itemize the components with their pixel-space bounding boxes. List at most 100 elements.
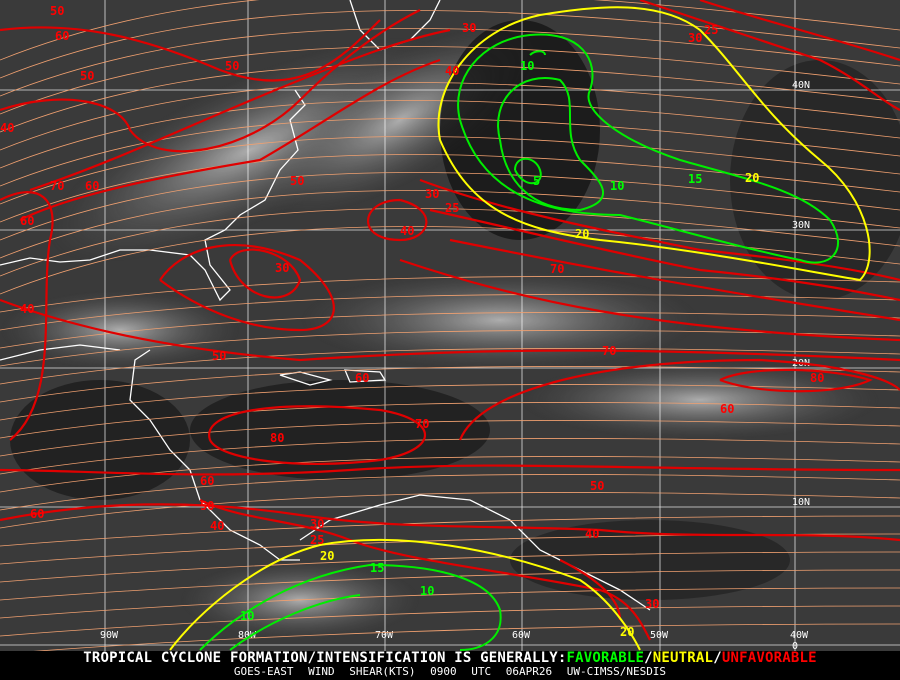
lon-label: 50W [650, 630, 669, 641]
streamline [0, 154, 900, 223]
streamline [0, 438, 900, 475]
lat-label: 0 [792, 641, 798, 651]
red-contour-label: 60 [355, 371, 369, 385]
legend-neutral: NEUTRAL [652, 650, 714, 666]
streamline [0, 82, 900, 151]
lat-lon-grid [0, 0, 900, 651]
red-contour-label: 40 [445, 64, 459, 78]
streamline [0, 402, 900, 439]
red-contours [0, 0, 900, 641]
yellow-contour-label: 20 [575, 227, 589, 241]
red-contour-label: 50 [290, 174, 304, 188]
streamline [0, 100, 900, 169]
red-contour-label: 50 [590, 479, 604, 493]
yellow-contours [169, 6, 871, 651]
map-canvas: 90W 80W 70W 60W 50W 40W 40N 30N 20N 10N … [0, 0, 900, 651]
green-contour-label: 10 [420, 584, 434, 598]
red-contour-label: 30 [310, 517, 324, 531]
streamline [0, 276, 900, 313]
headline: TROPICAL CYCLONE FORMATION/INTENSIFICATI… [0, 651, 900, 666]
legend-favorable: FAVORABLE [566, 650, 645, 666]
streamline [0, 28, 900, 97]
green-contour-label: 10 [610, 179, 624, 193]
red-contour-label: 70 [602, 344, 616, 358]
red-contour-label: 25 [310, 533, 324, 547]
green-contours [199, 33, 840, 651]
green-contour-label: 15 [688, 172, 702, 186]
separator: / [644, 650, 653, 666]
red-contour-label: 25 [704, 23, 718, 37]
legend-unfavorable: UNFAVORABLE [721, 650, 817, 666]
red-contour-label: 30 [275, 261, 289, 275]
red-contour-label: 30 [462, 21, 476, 35]
streamline [0, 208, 900, 277]
red-contour-label: 80 [270, 431, 284, 445]
green-contour-label: 10 [240, 609, 254, 623]
lon-label: 70W [375, 630, 394, 641]
streamline [0, 10, 900, 79]
red-contour-label: 70 [50, 179, 64, 193]
streamline [0, 474, 900, 511]
green-contour-label: 15 [370, 561, 384, 575]
red-contour-label: 40 [210, 519, 224, 533]
red-contour-label: 40 [400, 224, 414, 238]
red-contour-label: 70 [550, 262, 564, 276]
streamline [0, 46, 900, 115]
red-contour-label: 60 [200, 474, 214, 488]
red-contour-label: 50 [212, 349, 226, 363]
red-contour-label: 70 [415, 417, 429, 431]
streamline [0, 551, 900, 583]
headline-prefix: TROPICAL CYCLONE FORMATION/INTENSIFICATI… [83, 650, 567, 666]
yellow-contour-label: 20 [620, 625, 634, 639]
streamline [0, 384, 900, 421]
lon-label: 60W [512, 630, 531, 641]
product-name: GOES-EAST WIND SHEAR(KTS) [233, 665, 416, 678]
red-contour-label: 60 [720, 402, 734, 416]
streamline [0, 136, 900, 205]
red-contour-label: 30 [645, 597, 659, 611]
red-contour-label: 30 [425, 187, 439, 201]
red-contour-label: 60 [20, 214, 34, 228]
lon-label: 40W [790, 630, 809, 641]
red-contour-label: 30 [688, 31, 702, 45]
yellow-contour-label: 20 [320, 549, 334, 563]
yellow-contour-label: 20 [745, 171, 759, 185]
red-contour-label: 25 [445, 201, 459, 215]
lat-label: 30N [792, 220, 810, 231]
red-contour-label: 40 [585, 527, 599, 541]
lon-label: 80W [238, 630, 257, 641]
streamline [0, 190, 900, 259]
streamline [0, 0, 900, 61]
red-contour-label: 50 [50, 4, 64, 18]
product-info: GOES-EAST WIND SHEAR(KTS) 0900 UTC 06APR… [0, 666, 900, 678]
source: UW-CIMSS/NESDIS [566, 665, 667, 678]
red-contour-label: 40 [0, 121, 14, 135]
streamline [0, 348, 900, 385]
streamline [0, 492, 900, 529]
lat-label: 10N [792, 497, 810, 508]
streamline [0, 515, 900, 547]
separator: / [713, 650, 722, 666]
streamline [0, 226, 900, 295]
streamline [0, 456, 900, 493]
streamline [0, 420, 900, 457]
streamline [0, 330, 900, 367]
streamline [0, 172, 900, 241]
valid-date: 06APR26 [505, 665, 553, 678]
red-contour-label: 60 [30, 507, 44, 521]
streamline [0, 64, 900, 133]
red-contour-label: 50 [80, 69, 94, 83]
green-contour-label: 5 [533, 174, 540, 188]
red-contour-label: 50 [200, 499, 214, 513]
red-contour-label: 80 [810, 371, 824, 385]
red-contour-label: 50 [225, 59, 239, 73]
red-contour-label: 60 [85, 179, 99, 193]
green-contour-label: 10 [520, 59, 534, 73]
valid-time: 0900 UTC [430, 665, 492, 678]
footer-caption: TROPICAL CYCLONE FORMATION/INTENSIFICATI… [0, 651, 900, 680]
streamline [0, 569, 900, 601]
streamline [0, 605, 900, 637]
red-contour-label: 40 [20, 302, 34, 316]
